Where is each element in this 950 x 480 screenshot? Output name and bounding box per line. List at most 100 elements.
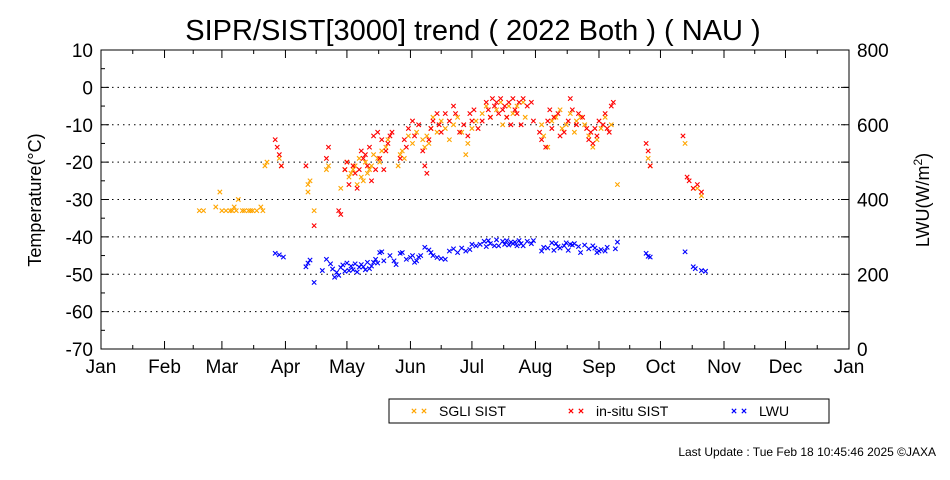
data-point xyxy=(239,208,245,214)
data-point xyxy=(553,114,559,120)
data-point xyxy=(360,178,366,184)
data-point xyxy=(217,189,223,195)
data-point xyxy=(264,159,270,165)
y-tick-label: -40 xyxy=(66,228,93,249)
data-point xyxy=(409,118,416,124)
data-point xyxy=(545,118,551,124)
data-point xyxy=(428,125,434,132)
data-point xyxy=(459,129,465,135)
legend-item: LWU xyxy=(731,403,789,419)
x-tick-label: Apr xyxy=(271,357,301,378)
data-point xyxy=(362,159,368,165)
data-point xyxy=(446,118,452,124)
data-point xyxy=(422,244,428,250)
y-tick-label: -60 xyxy=(66,303,93,324)
x-tick-label: Jul xyxy=(460,357,484,378)
data-point xyxy=(493,237,500,243)
data-point xyxy=(383,148,389,154)
data-point xyxy=(582,122,588,128)
data-point xyxy=(434,254,440,261)
data-point xyxy=(604,125,610,132)
y-tick-label: 0 xyxy=(82,78,93,99)
data-point xyxy=(387,252,393,259)
data-point xyxy=(563,240,569,246)
x-tick-label: Aug xyxy=(519,357,553,378)
data-point xyxy=(461,122,467,128)
x-tick-label: Sep xyxy=(582,357,616,378)
data-point xyxy=(684,174,690,180)
data-point xyxy=(379,137,385,143)
data-point xyxy=(454,114,461,120)
data-point xyxy=(360,155,366,161)
data-point xyxy=(401,155,407,161)
data-point xyxy=(493,107,500,113)
data-point xyxy=(336,272,342,278)
y2-tick-label: 200 xyxy=(857,265,889,286)
data-point xyxy=(602,110,608,117)
data-point xyxy=(571,241,577,247)
data-point xyxy=(399,249,405,256)
data-point xyxy=(426,140,432,147)
data-point xyxy=(551,114,557,120)
data-point xyxy=(504,114,510,120)
data-point xyxy=(332,274,338,280)
data-point xyxy=(438,129,444,135)
plot-area: 100-10-20-30-40-50-60-708006004002000Jan… xyxy=(66,41,889,378)
data-point xyxy=(436,122,442,128)
legend-marker xyxy=(421,408,427,414)
data-point xyxy=(539,137,545,143)
data-point xyxy=(323,167,330,173)
data-point xyxy=(405,125,411,132)
data-point xyxy=(364,259,370,265)
x-tick-label: Dec xyxy=(769,357,803,378)
data-point xyxy=(471,107,477,113)
data-point xyxy=(442,125,448,132)
data-point xyxy=(278,163,284,169)
data-point xyxy=(477,241,483,247)
y2-tick-label: 400 xyxy=(857,191,889,212)
data-point xyxy=(405,133,411,139)
data-point xyxy=(231,204,237,210)
data-point xyxy=(311,223,317,229)
data-point xyxy=(196,208,202,214)
data-point xyxy=(524,103,530,109)
data-point xyxy=(594,137,600,143)
data-point xyxy=(422,144,428,150)
data-point xyxy=(469,118,475,124)
legend-box xyxy=(388,398,830,424)
data-point xyxy=(414,258,420,264)
data-point xyxy=(602,248,608,254)
data-point xyxy=(565,118,571,124)
data-point xyxy=(524,238,530,244)
data-point xyxy=(373,167,379,173)
data-point xyxy=(213,204,219,210)
data-point xyxy=(354,269,360,275)
data-point xyxy=(323,256,330,262)
data-point xyxy=(702,268,709,274)
data-point xyxy=(356,155,362,161)
data-point xyxy=(250,208,256,214)
data-point xyxy=(311,208,317,214)
data-point xyxy=(608,122,614,128)
data-point xyxy=(491,243,498,249)
data-point xyxy=(303,163,309,169)
data-point xyxy=(500,122,506,128)
data-point xyxy=(680,133,686,139)
x-tick-label: Mar xyxy=(206,357,239,378)
data-point xyxy=(559,125,565,132)
data-point xyxy=(325,163,332,169)
data-point xyxy=(561,129,567,135)
data-point xyxy=(418,252,424,259)
data-point xyxy=(200,208,207,214)
data-point xyxy=(342,167,348,173)
data-point xyxy=(567,110,573,117)
data-point xyxy=(604,244,610,250)
data-point xyxy=(510,110,516,117)
data-point xyxy=(362,152,368,158)
data-point xyxy=(463,248,469,254)
data-point xyxy=(428,249,434,256)
data-point xyxy=(682,140,688,147)
y-tick-label: -20 xyxy=(66,153,93,174)
data-point xyxy=(319,267,325,274)
y2-axis-title: LWU(W/m2) xyxy=(911,153,933,247)
